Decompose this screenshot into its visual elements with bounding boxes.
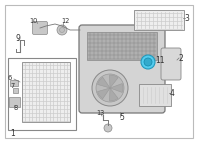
FancyBboxPatch shape	[134, 10, 184, 30]
Circle shape	[96, 74, 124, 102]
Text: 10: 10	[29, 18, 37, 24]
Text: 8: 8	[14, 105, 18, 111]
Text: 1: 1	[11, 128, 15, 137]
Text: 11: 11	[155, 56, 165, 65]
Wedge shape	[110, 75, 118, 88]
FancyBboxPatch shape	[87, 32, 157, 60]
Circle shape	[104, 124, 112, 132]
Text: 6: 6	[8, 75, 12, 81]
FancyBboxPatch shape	[8, 96, 20, 106]
Text: 4: 4	[170, 88, 174, 97]
Circle shape	[92, 70, 128, 106]
Circle shape	[57, 25, 67, 35]
Text: 7: 7	[11, 83, 15, 89]
FancyBboxPatch shape	[79, 25, 165, 113]
Wedge shape	[98, 77, 110, 88]
Text: 13: 13	[96, 110, 104, 116]
Text: 12: 12	[61, 18, 69, 24]
Circle shape	[144, 58, 152, 66]
Wedge shape	[110, 88, 118, 101]
Text: 9: 9	[16, 34, 20, 42]
FancyBboxPatch shape	[13, 88, 18, 93]
Wedge shape	[98, 88, 110, 99]
Circle shape	[141, 55, 155, 69]
Circle shape	[60, 27, 64, 32]
FancyBboxPatch shape	[10, 80, 18, 86]
FancyBboxPatch shape	[22, 62, 70, 122]
Text: 5: 5	[120, 113, 124, 122]
Text: 3: 3	[185, 14, 189, 22]
FancyBboxPatch shape	[161, 48, 181, 80]
Text: 2: 2	[179, 54, 183, 62]
FancyBboxPatch shape	[32, 21, 48, 35]
Wedge shape	[110, 83, 123, 92]
FancyBboxPatch shape	[139, 84, 171, 106]
